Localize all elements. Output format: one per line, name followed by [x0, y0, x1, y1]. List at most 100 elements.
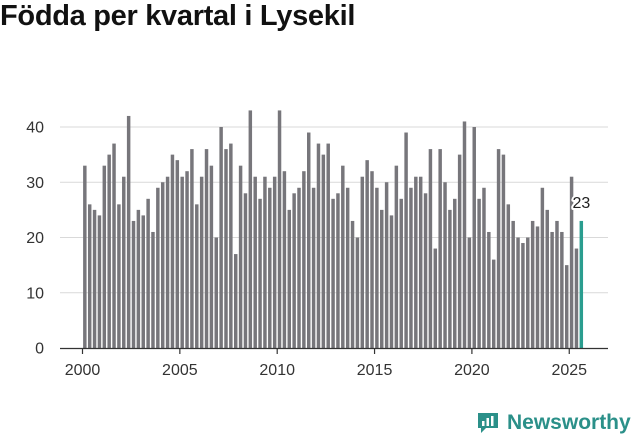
bar [87, 204, 92, 348]
bar [122, 176, 126, 348]
bar [457, 154, 462, 349]
bar [146, 198, 150, 348]
bar [438, 149, 442, 348]
bar [209, 165, 214, 348]
bar [258, 198, 262, 348]
bar [535, 226, 540, 348]
bar [355, 237, 360, 348]
bar [530, 220, 535, 349]
bar [365, 160, 369, 348]
bar [297, 187, 301, 348]
bar [156, 187, 160, 348]
bar [506, 204, 511, 348]
bar [360, 176, 365, 348]
bar [238, 165, 243, 348]
bar [467, 237, 472, 348]
bar [307, 132, 311, 348]
bar [199, 176, 204, 348]
bar [516, 237, 520, 348]
bar [521, 243, 525, 348]
bar [482, 187, 486, 348]
bar [233, 254, 238, 348]
bar [92, 209, 97, 349]
bar [326, 143, 330, 348]
x-axis: 2000 2005 2010 2015 2020 2025 [60, 347, 608, 379]
bar [175, 160, 180, 348]
y-tick-label: 0 [35, 341, 44, 358]
bar [526, 237, 530, 348]
x-tick-label: 2015 [357, 362, 393, 379]
bar [136, 209, 141, 349]
bar [487, 231, 491, 348]
bar [195, 204, 199, 348]
bar [287, 209, 292, 349]
bar [151, 231, 155, 348]
bar [336, 193, 340, 348]
chart-title: Födda per kvartal i Lysekil [0, 0, 356, 32]
bar [331, 198, 335, 348]
x-tick-label: 2010 [259, 362, 295, 379]
bar [404, 132, 408, 348]
bar [564, 265, 569, 349]
bar [277, 110, 282, 348]
bar [165, 176, 170, 348]
bar [107, 154, 111, 349]
bars [83, 110, 584, 349]
bar [555, 220, 559, 349]
bar [350, 220, 355, 349]
bar [433, 248, 438, 348]
bar [83, 165, 87, 348]
value-label: 23 [573, 195, 591, 212]
bar [409, 187, 413, 348]
bar-highlight [579, 220, 584, 349]
bar [229, 143, 233, 348]
bar [370, 171, 374, 348]
bar [112, 143, 116, 348]
bar [428, 149, 433, 348]
bar [180, 176, 184, 348]
y-axis-labels: 0 10 20 30 40 [26, 120, 44, 358]
annotation: 23 [571, 193, 593, 214]
bar [97, 215, 102, 348]
bar [491, 259, 496, 348]
bar [268, 187, 272, 348]
bar [263, 176, 267, 348]
bar [345, 187, 350, 348]
bar [477, 198, 481, 348]
bar [160, 182, 165, 348]
bar [560, 231, 564, 348]
bar [102, 165, 107, 348]
bar [448, 209, 452, 349]
bar [214, 237, 218, 348]
bar [292, 193, 296, 348]
x-tick-label: 2025 [551, 362, 587, 379]
bar [496, 149, 501, 348]
bar [204, 149, 209, 348]
bar [272, 176, 277, 348]
bar [131, 220, 136, 349]
bar [414, 176, 418, 348]
bar [316, 143, 321, 348]
newsworthy-logo-icon [478, 413, 498, 433]
bar [253, 176, 257, 348]
bar [321, 154, 326, 349]
bar [384, 182, 389, 348]
bar [248, 110, 253, 348]
bar [185, 171, 189, 348]
x-tick-label: 2000 [65, 362, 101, 379]
bar [472, 127, 476, 348]
bar [117, 204, 121, 348]
bar [399, 198, 403, 348]
bar [443, 182, 447, 348]
x-tick-label: 2005 [162, 362, 198, 379]
bar [569, 176, 574, 348]
bar [243, 193, 248, 348]
y-tick-label: 20 [26, 230, 44, 247]
bar [574, 248, 579, 348]
bar [380, 209, 384, 349]
bar [311, 187, 316, 348]
y-tick-label: 30 [26, 175, 44, 192]
bar [219, 127, 223, 348]
bar [126, 115, 131, 348]
